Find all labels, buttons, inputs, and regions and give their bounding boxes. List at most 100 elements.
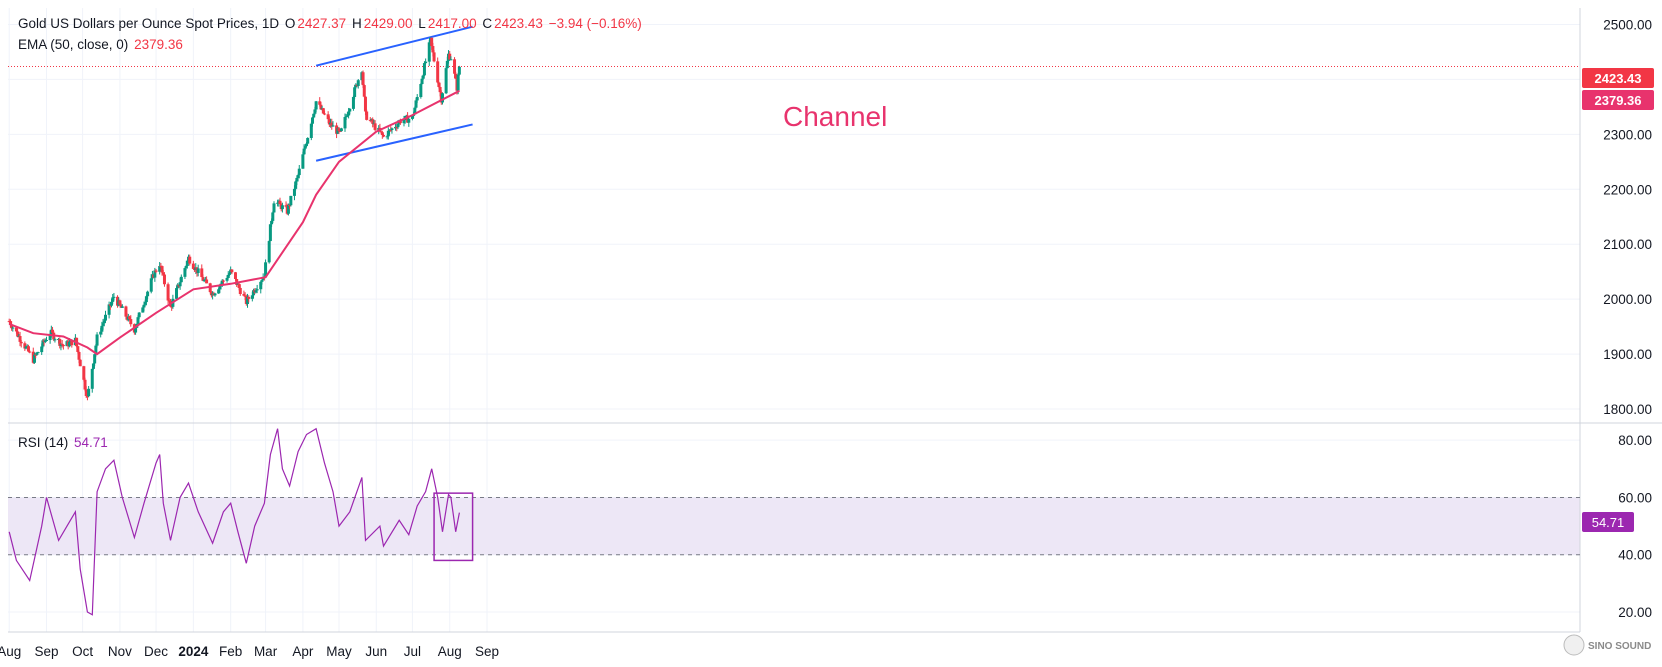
candle-body bbox=[268, 224, 272, 242]
candle-body bbox=[32, 354, 36, 363]
candle-body bbox=[427, 42, 431, 62]
candle-body bbox=[402, 120, 406, 124]
candle-body bbox=[264, 262, 268, 278]
channel-lines bbox=[315, 25, 473, 162]
candle-body bbox=[318, 101, 322, 105]
candle-body bbox=[306, 137, 310, 144]
candle-body bbox=[337, 128, 341, 131]
candle-body bbox=[288, 205, 292, 207]
ema-badge: 2379.36 bbox=[1595, 93, 1642, 108]
candle-body bbox=[196, 268, 200, 274]
candle-body bbox=[84, 389, 88, 397]
candle-body bbox=[78, 359, 82, 367]
candle-body bbox=[213, 293, 217, 296]
candle-body bbox=[95, 334, 99, 346]
candle-body bbox=[120, 306, 124, 308]
candle-body bbox=[440, 93, 444, 103]
price-tick-label: 2500.00 bbox=[1603, 17, 1652, 32]
candle-body bbox=[421, 75, 425, 79]
candle-body bbox=[83, 379, 87, 390]
candle-body bbox=[289, 195, 293, 206]
candle-body bbox=[218, 285, 222, 290]
candle-body bbox=[137, 312, 141, 318]
candle-body bbox=[345, 115, 349, 117]
candle-body bbox=[365, 111, 369, 120]
candle-body bbox=[326, 114, 330, 120]
candle-body bbox=[179, 276, 183, 283]
channel-annotation: Channel bbox=[783, 101, 887, 132]
candle-body bbox=[200, 268, 204, 278]
candle-body bbox=[85, 396, 89, 398]
candle-body bbox=[354, 84, 358, 88]
candle-body bbox=[415, 97, 419, 101]
candle-body bbox=[143, 302, 147, 305]
candle-body bbox=[437, 82, 441, 87]
candle-body bbox=[170, 306, 174, 308]
candle-body bbox=[395, 126, 399, 128]
candle-body bbox=[220, 280, 224, 284]
candle-body bbox=[344, 116, 348, 118]
candle-body bbox=[368, 119, 372, 121]
candle-body bbox=[161, 272, 165, 275]
candle-body bbox=[252, 290, 256, 296]
price-axis: 2500.002400.002300.002200.002100.002000.… bbox=[1603, 17, 1652, 417]
candle-body bbox=[61, 344, 65, 347]
candle-body bbox=[272, 203, 276, 213]
time-tick-label: Oct bbox=[72, 644, 93, 659]
candle-body bbox=[153, 270, 157, 278]
candle-body bbox=[237, 283, 241, 288]
symbol-header: Gold US Dollars per Ounce Spot Prices, 1… bbox=[18, 16, 644, 31]
candle-body bbox=[356, 80, 360, 86]
candle-body bbox=[303, 146, 307, 149]
candle-body bbox=[178, 282, 182, 287]
price-tick-label: 1900.00 bbox=[1603, 347, 1652, 362]
candle-body bbox=[60, 343, 64, 345]
candle-body bbox=[48, 333, 52, 341]
candle-body bbox=[267, 241, 271, 263]
candle-body bbox=[238, 287, 242, 294]
candle-body bbox=[420, 78, 424, 85]
candle-body bbox=[162, 274, 166, 285]
rsi-highlight-box bbox=[433, 492, 474, 562]
time-tick-label: Apr bbox=[292, 644, 314, 659]
candle-body bbox=[221, 280, 225, 282]
candle-body bbox=[230, 269, 234, 273]
candle-body bbox=[255, 289, 259, 291]
candle-body bbox=[430, 37, 434, 47]
price-tick-label: 2100.00 bbox=[1603, 237, 1652, 252]
candle-body bbox=[311, 117, 315, 124]
symbol-title: Gold US Dollars per Ounce Spot Prices, 1… bbox=[18, 16, 280, 31]
candle-body bbox=[410, 115, 414, 119]
axes bbox=[8, 8, 1662, 633]
candle-body bbox=[91, 363, 95, 369]
candle-body bbox=[246, 296, 250, 304]
candle-body bbox=[36, 352, 40, 354]
candle-body bbox=[353, 87, 357, 97]
candle-body bbox=[102, 320, 106, 324]
candle-body bbox=[70, 340, 74, 346]
candle-body bbox=[16, 331, 20, 337]
candle-body bbox=[292, 188, 296, 196]
candle-body bbox=[419, 84, 423, 98]
candle-body bbox=[297, 168, 301, 176]
candle-body bbox=[191, 263, 195, 269]
candle-body bbox=[457, 66, 461, 75]
ema-legend: EMA (50, close, 0) 2379.36 bbox=[18, 37, 185, 52]
price-tick-label: 2300.00 bbox=[1603, 127, 1652, 142]
candle-body bbox=[398, 120, 402, 124]
candle-body bbox=[351, 96, 355, 109]
candle-body bbox=[260, 280, 264, 282]
candle-body bbox=[14, 327, 18, 332]
candle-body bbox=[313, 109, 317, 114]
candle-body bbox=[454, 73, 458, 79]
candle-body bbox=[45, 340, 49, 342]
low-label: L bbox=[418, 16, 426, 31]
candle-body bbox=[11, 327, 15, 329]
candle-body bbox=[154, 270, 158, 272]
high-value: 2429.00 bbox=[363, 16, 413, 31]
time-tick-label: 2024 bbox=[178, 644, 209, 659]
candle-body bbox=[390, 128, 394, 130]
candle-body bbox=[379, 131, 383, 133]
candle-body bbox=[386, 130, 390, 137]
